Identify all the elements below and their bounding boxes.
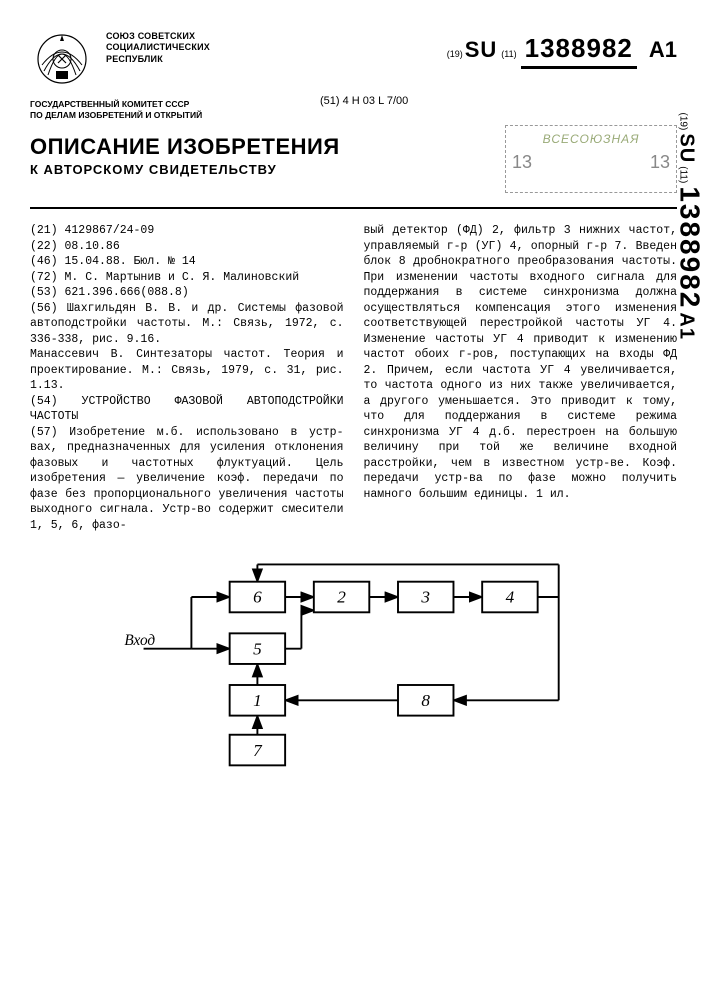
- committee-row: ГОСУДАРСТВЕННЫЙ КОМИТЕТ СССР ПО ДЕЛАМ ИЗ…: [30, 99, 677, 121]
- pub-number: 1388982: [521, 33, 637, 69]
- block-diagram: Вход 6 2 3 4 5 1 8 7: [30, 553, 677, 773]
- ipc-code: (51) 4 H 03 L 7/00: [320, 95, 408, 107]
- committee-name: ГОСУДАРСТВЕННЫЙ КОМИТЕТ СССР ПО ДЕЛАМ ИЗ…: [30, 99, 250, 121]
- union-line2: СОЦИАЛИСТИЧЕСКИХ: [106, 42, 210, 53]
- committee-line2: ПО ДЕЛАМ ИЗОБРЕТЕНИЙ И ОТКРЫТИЙ: [30, 110, 250, 121]
- header-top-row: СОЮЗ СОВЕТСКИХ СОЦИАЛИСТИЧЕСКИХ РЕСПУБЛИ…: [30, 25, 677, 89]
- svg-text:1: 1: [253, 691, 262, 710]
- side-pre: (19): [677, 113, 688, 131]
- stamp-num-left: 13: [512, 152, 532, 173]
- union-line3: РЕСПУБЛИК: [106, 54, 210, 65]
- svg-text:6: 6: [253, 588, 262, 607]
- right-column: вый детектор (ФД) 2, фильтр 3 нижних час…: [364, 223, 678, 533]
- union-name: СОЮЗ СОВЕТСКИХ СОЦИАЛИСТИЧЕСКИХ РЕСПУБЛИ…: [106, 31, 210, 65]
- title-block: ОПИСАНИЕ ИЗОБРЕТЕНИЯ К АВТОРСКОМУ СВИДЕТ…: [30, 135, 340, 177]
- left-column: (21) 4129867/24-09(22) 08.10.86(46) 15.0…: [30, 223, 344, 533]
- pub-su: SU: [465, 37, 498, 63]
- page-root: СОЮЗ СОВЕТСКИХ СОЦИАЛИСТИЧЕСКИХ РЕСПУБЛИ…: [0, 0, 707, 793]
- pub-19: (19): [447, 49, 463, 59]
- svg-text:3: 3: [420, 588, 430, 607]
- side-num: 1388982: [674, 186, 705, 309]
- publication-number: (19) SU (11) 1388982 A1: [447, 33, 677, 69]
- doc-title: ОПИСАНИЕ ИЗОБРЕТЕНИЯ: [30, 135, 340, 158]
- side-su: SU: [675, 133, 697, 163]
- svg-text:Вход: Вход: [124, 632, 155, 649]
- svg-text:8: 8: [421, 691, 430, 710]
- svg-text:2: 2: [337, 588, 346, 607]
- title-row: ОПИСАНИЕ ИЗОБРЕТЕНИЯ К АВТОРСКОМУ СВИДЕТ…: [30, 135, 677, 209]
- stamp-num-right: 13: [650, 152, 670, 173]
- side-a1: A1: [675, 312, 697, 340]
- library-stamp: ВСЕСОЮЗНАЯ 13 13: [505, 125, 677, 193]
- pub-a1: A1: [649, 37, 677, 63]
- svg-text:7: 7: [253, 741, 263, 760]
- side-mid: (11): [677, 166, 688, 183]
- state-emblem: [30, 25, 94, 89]
- union-line1: СОЮЗ СОВЕТСКИХ: [106, 31, 210, 42]
- svg-text:5: 5: [253, 640, 262, 659]
- doc-subtitle: К АВТОРСКОМУ СВИДЕТЕЛЬСТВУ: [30, 162, 340, 177]
- stamp-text: ВСЕСОЮЗНАЯ: [506, 132, 676, 146]
- pub-11: (11): [501, 49, 516, 59]
- side-publication-label: (19) SU (11) 1388982 A1: [673, 113, 705, 340]
- committee-line1: ГОСУДАРСТВЕННЫЙ КОМИТЕТ СССР: [30, 99, 250, 110]
- svg-text:4: 4: [505, 588, 514, 607]
- body-columns: (21) 4129867/24-09(22) 08.10.86(46) 15.0…: [30, 223, 677, 533]
